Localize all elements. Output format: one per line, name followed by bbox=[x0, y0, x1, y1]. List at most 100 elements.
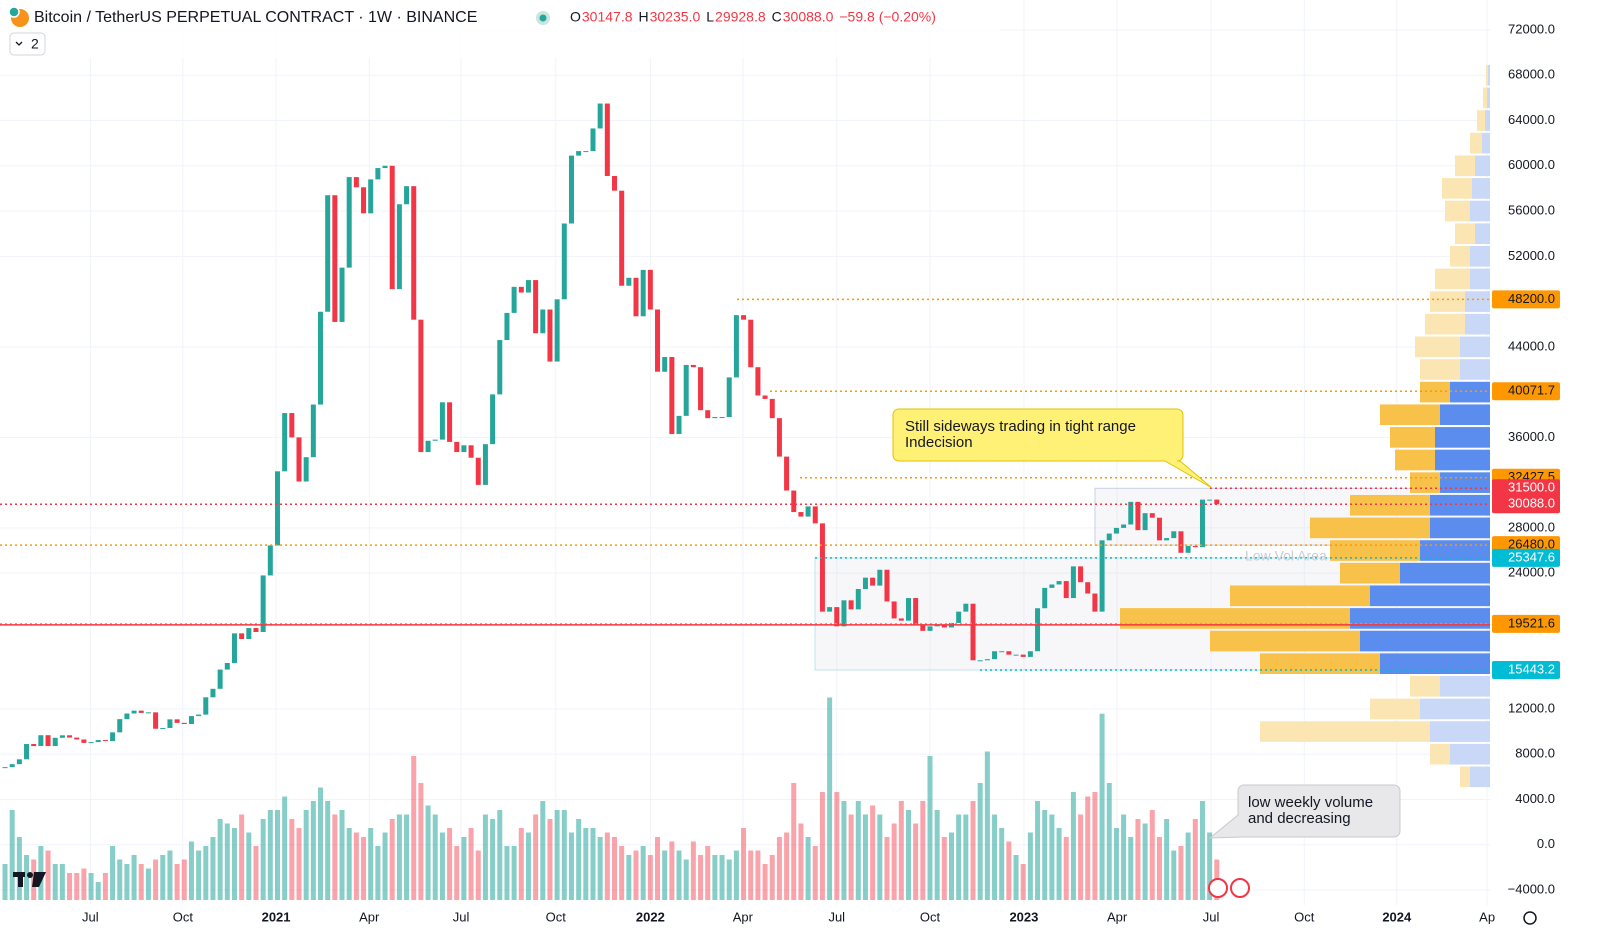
candle-body bbox=[45, 735, 51, 747]
candle-body bbox=[346, 177, 352, 268]
volume-bar bbox=[905, 810, 911, 900]
volume bbox=[2, 697, 1220, 900]
candle-body bbox=[525, 280, 531, 293]
candle-body bbox=[755, 367, 761, 396]
profile-up bbox=[1400, 562, 1490, 584]
profile-up bbox=[1460, 359, 1490, 380]
candle-body bbox=[913, 598, 919, 626]
candle-body bbox=[368, 179, 374, 214]
flag[interactable] bbox=[1230, 878, 1250, 898]
candle-body bbox=[561, 223, 567, 300]
volume-bar bbox=[404, 814, 410, 900]
volume-bar bbox=[597, 837, 603, 900]
profile-down bbox=[1420, 359, 1460, 380]
volume-bar bbox=[138, 864, 144, 900]
profile-up bbox=[1465, 291, 1490, 312]
volume-bar bbox=[819, 792, 825, 900]
volume-bar bbox=[1171, 850, 1177, 900]
logo-part bbox=[32, 872, 46, 887]
candle-body bbox=[769, 398, 775, 419]
candle-body bbox=[253, 628, 259, 632]
profile-down bbox=[1260, 653, 1380, 674]
volume-bar bbox=[1178, 846, 1184, 900]
volume-bar bbox=[848, 814, 854, 900]
level-label: 31500.0 bbox=[1508, 480, 1555, 495]
volume-bar bbox=[927, 756, 933, 900]
volume-bar bbox=[1164, 819, 1170, 900]
candle-body bbox=[547, 309, 553, 362]
candle-body bbox=[669, 357, 675, 434]
volume-bar bbox=[332, 814, 338, 900]
volume-bar bbox=[196, 850, 202, 900]
volume-bar bbox=[676, 850, 682, 900]
chevron bbox=[15, 41, 23, 46]
profile-up bbox=[1488, 64, 1490, 86]
volume-bar bbox=[88, 873, 94, 900]
candle-body bbox=[1192, 546, 1198, 548]
candle-body bbox=[353, 177, 359, 188]
volume-bar bbox=[1006, 841, 1012, 900]
volume-bar bbox=[325, 801, 331, 900]
candle-body bbox=[941, 625, 947, 628]
candle-body bbox=[217, 669, 223, 689]
candle-body bbox=[339, 267, 345, 322]
volume-bar bbox=[1070, 792, 1076, 900]
candle-body bbox=[117, 719, 123, 733]
ohlc-value: 29928.8 bbox=[715, 9, 766, 25]
flag[interactable] bbox=[1208, 878, 1228, 898]
volume-bar bbox=[1013, 855, 1019, 900]
volume-bar bbox=[95, 882, 101, 900]
volume-bar bbox=[812, 846, 818, 900]
profile-up bbox=[1450, 743, 1490, 765]
logo-badge bbox=[8, 6, 20, 18]
candle-body bbox=[963, 603, 969, 612]
volume-bar bbox=[239, 814, 245, 900]
volume-bar bbox=[984, 751, 990, 900]
volume-bar bbox=[497, 810, 503, 900]
candle-body bbox=[884, 569, 890, 602]
candle-body bbox=[1128, 501, 1134, 525]
y-tick-label: 24000.0 bbox=[1508, 565, 1555, 580]
profile-up bbox=[1470, 246, 1490, 267]
profile-down bbox=[1410, 676, 1440, 697]
callout-text: Still sideways trading in tight range bbox=[905, 418, 1136, 435]
candle-body bbox=[705, 410, 711, 419]
ohlc: O 30147.8 H 30235.0 L 29928.8 C 30088.0 −59.8 (−… bbox=[570, 9, 936, 25]
candle-body bbox=[318, 311, 324, 405]
candle-body bbox=[210, 688, 216, 698]
volume-bar bbox=[102, 873, 108, 900]
volume-bar bbox=[389, 819, 395, 900]
candle-body bbox=[9, 764, 15, 768]
candle-body bbox=[447, 402, 453, 442]
profile-down bbox=[1340, 562, 1400, 584]
indicator-toggle[interactable] bbox=[9, 32, 46, 56]
profile-down bbox=[1310, 517, 1430, 539]
ohlc-value: 30147.8 bbox=[582, 9, 633, 25]
volume-bar bbox=[52, 864, 58, 900]
candle-body bbox=[1106, 533, 1112, 541]
candle-body bbox=[1085, 582, 1091, 594]
candle-body bbox=[1121, 524, 1127, 528]
volume-bar bbox=[733, 850, 739, 900]
candle-body bbox=[920, 625, 926, 631]
candle-body bbox=[1156, 517, 1162, 541]
candle-body bbox=[267, 545, 273, 576]
volume-bar bbox=[920, 801, 926, 900]
volume-bar bbox=[970, 801, 976, 900]
x-tick-label: 2021 bbox=[262, 909, 291, 924]
y-tick-label: 72000.0 bbox=[1508, 21, 1555, 36]
candle-body bbox=[303, 457, 309, 482]
volume-bar bbox=[231, 828, 237, 900]
candle-body bbox=[382, 165, 388, 169]
profile-up bbox=[1430, 721, 1490, 742]
candle-body bbox=[841, 600, 847, 627]
candle-body bbox=[404, 186, 410, 205]
candle-body bbox=[174, 719, 180, 723]
profile-up bbox=[1475, 223, 1490, 244]
candle-body bbox=[1092, 593, 1098, 612]
candle-body bbox=[540, 309, 546, 334]
profile-down bbox=[1445, 200, 1470, 222]
candle-body bbox=[898, 618, 904, 621]
settings[interactable] bbox=[1523, 911, 1537, 925]
x-tick-label: Apr bbox=[1107, 909, 1128, 924]
